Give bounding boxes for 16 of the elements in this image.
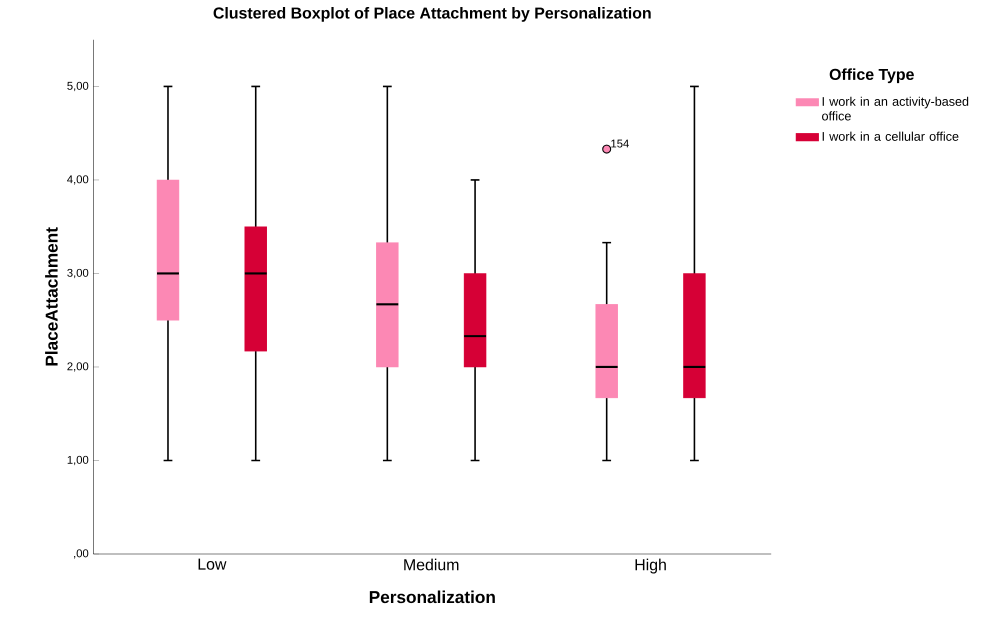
x-axis-title: Personalization bbox=[370, 590, 495, 603]
x-tick-label: High bbox=[636, 558, 666, 574]
x-tick-label: Low bbox=[198, 558, 226, 570]
annotation: 154 bbox=[611, 139, 629, 148]
y-axis-title: PlaceAttachment bbox=[45, 227, 58, 366]
y-tick-label: 2,00 bbox=[67, 362, 88, 372]
y-tick-label: 4,00 bbox=[67, 175, 88, 184]
y-tick-label: 3,00 bbox=[67, 268, 88, 278]
y-tick-label: 5,00 bbox=[67, 82, 88, 91]
legend-label: I work in a cellular office bbox=[822, 131, 958, 141]
x-tick-label: Medium bbox=[404, 558, 458, 570]
y-tick-label: 1,00 bbox=[68, 456, 88, 465]
legend-title: Office Type bbox=[830, 68, 914, 83]
legend-label: I work in an activity-based office bbox=[822, 96, 968, 120]
chart-title: Clustered Boxplot of Place Attachment by Personalization bbox=[214, 6, 651, 22]
y-tick-label: ,00 bbox=[74, 549, 88, 558]
